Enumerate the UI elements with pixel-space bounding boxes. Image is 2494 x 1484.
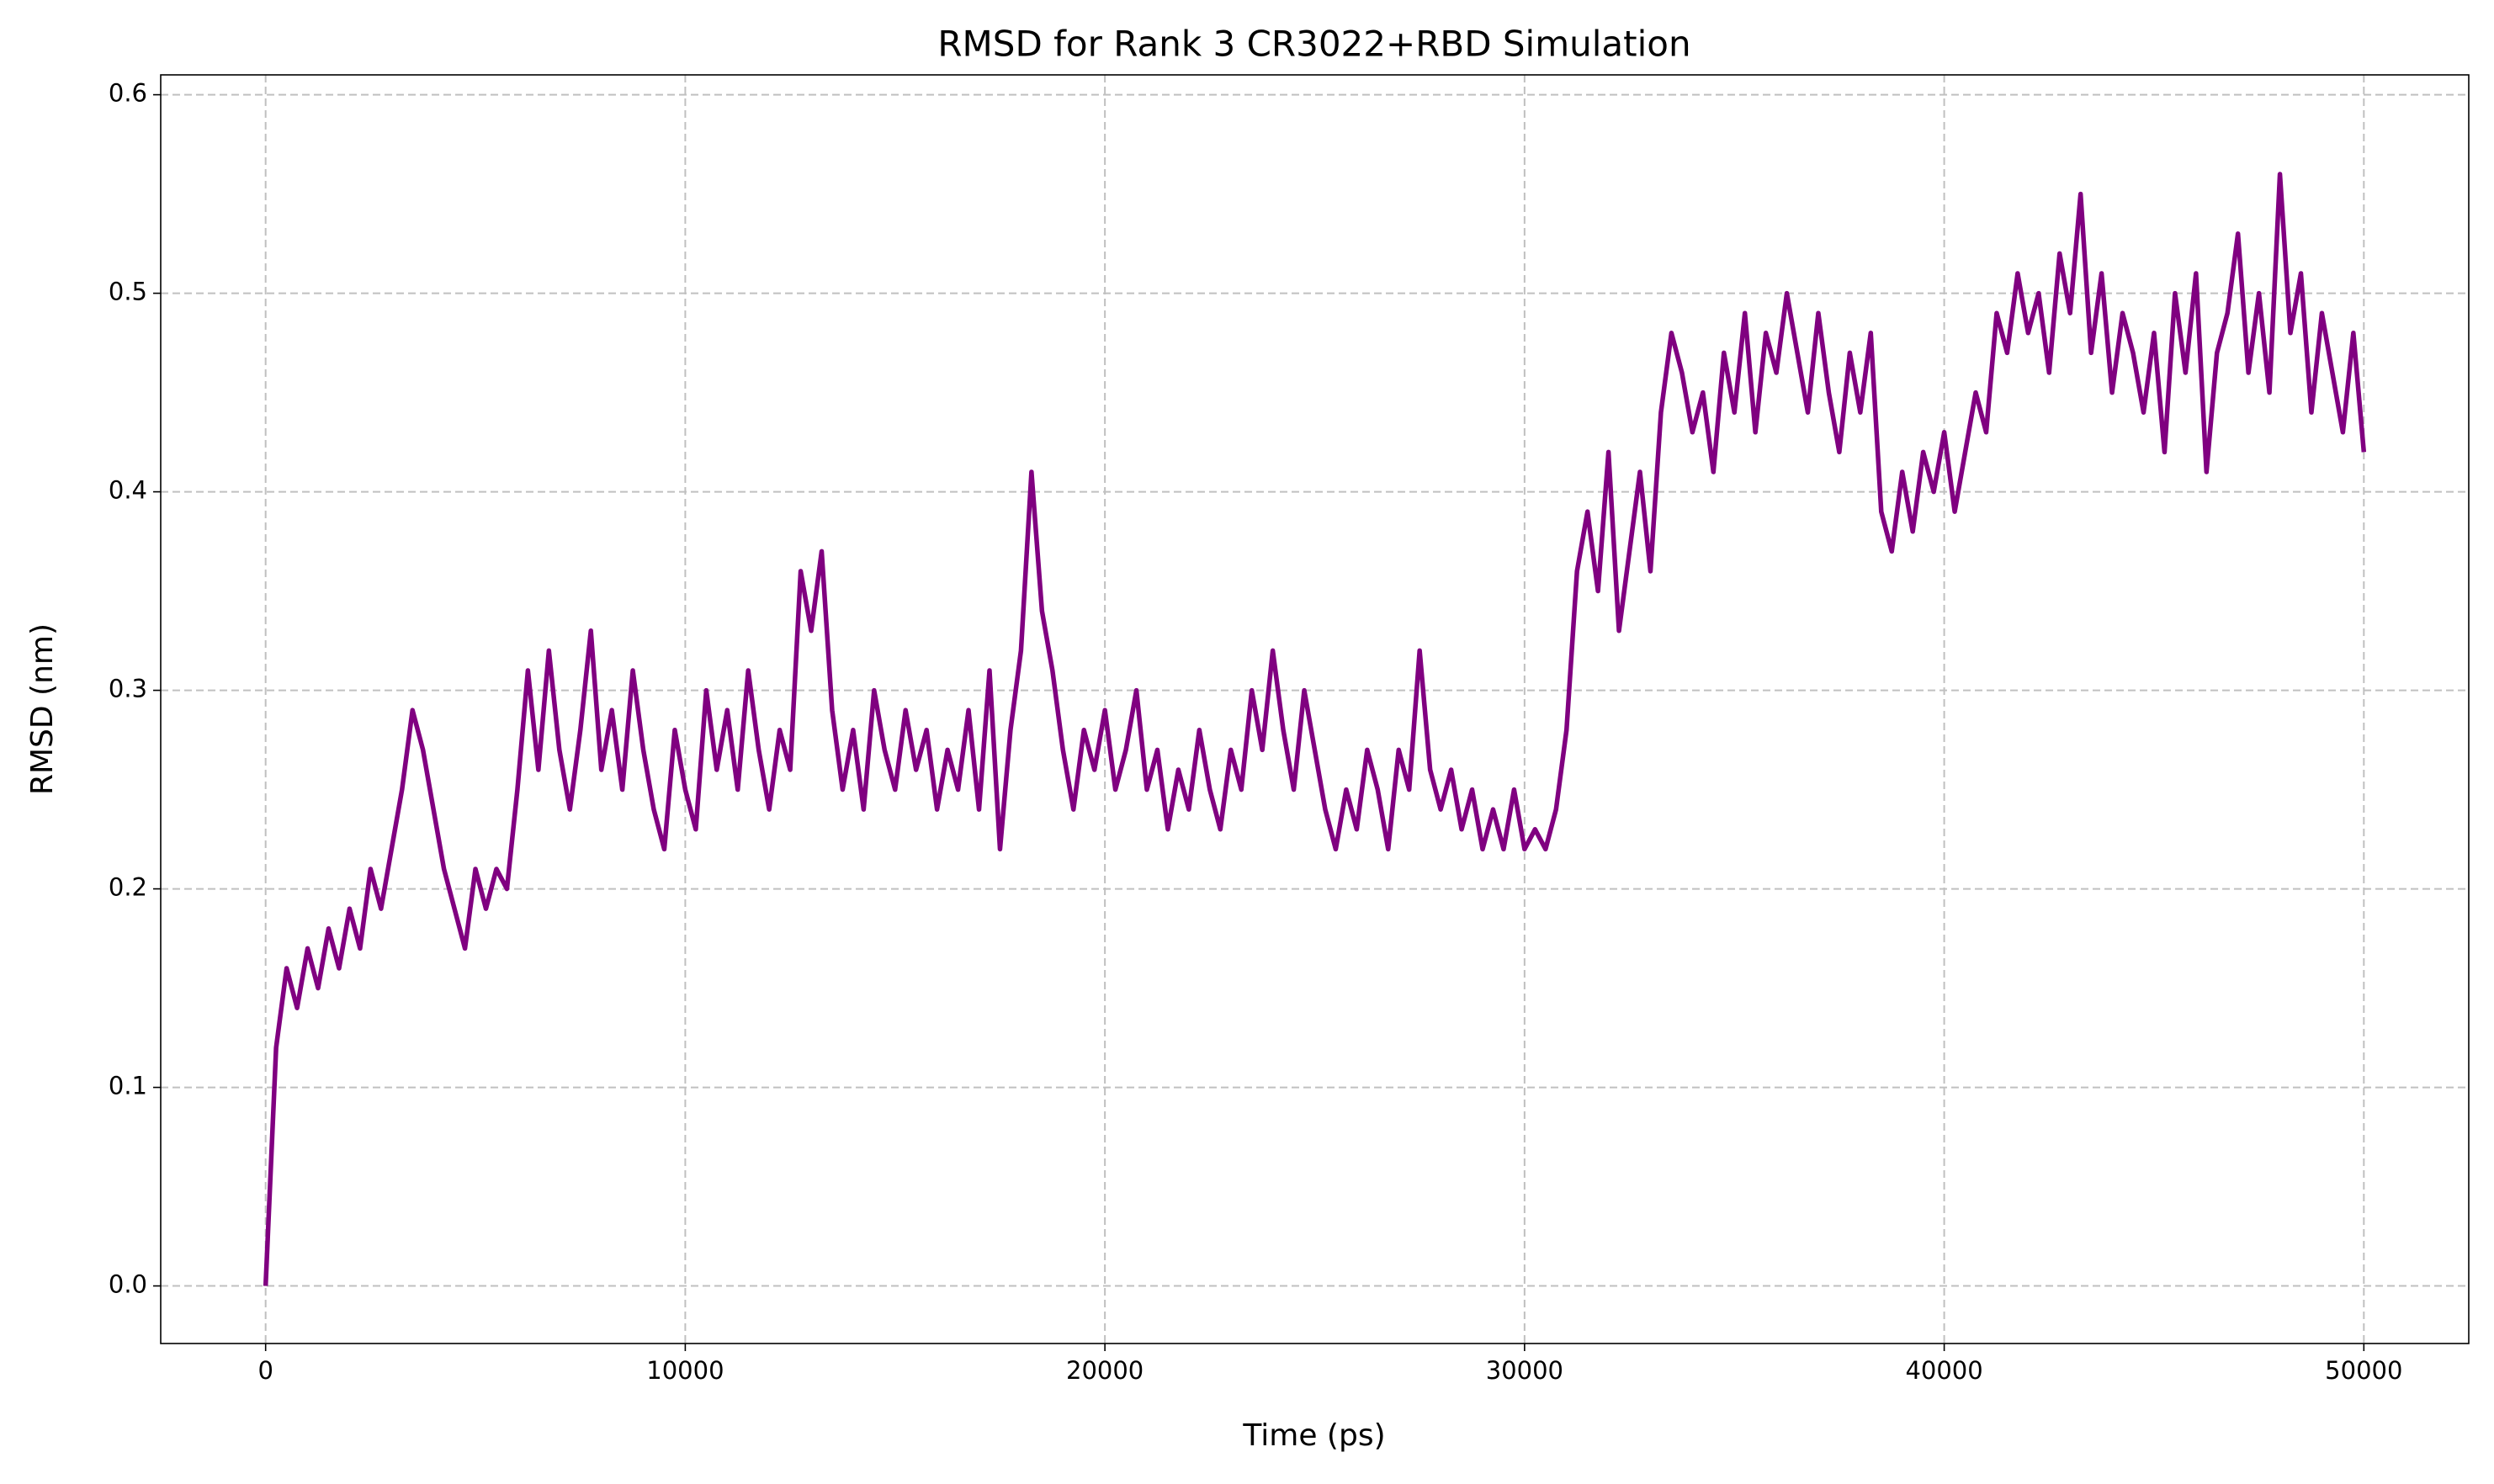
x-tick-label: 20000 [1066,1356,1144,1385]
y-tick-label: 0.6 [109,79,147,108]
chart-title: RMSD for Rank 3 CR3022+RBD Simulation [937,24,1690,65]
y-tick-label: 0.0 [109,1270,147,1299]
x-tick-label: 30000 [1486,1356,1563,1385]
y-tick-label: 0.5 [109,278,147,306]
y-axis-label: RMSD (nm) [25,623,60,795]
y-tick-label: 0.3 [109,675,147,703]
y-tick-label: 0.1 [109,1072,147,1100]
x-tick-label: 0 [257,1356,273,1385]
x-tick-label: 40000 [1905,1356,1982,1385]
x-axis-label: Time (ps) [1242,1418,1385,1453]
y-tick-label: 0.2 [109,873,147,902]
y-tick-label: 0.4 [109,476,147,505]
x-tick-label: 50000 [2325,1356,2402,1385]
x-tick-label: 10000 [646,1356,724,1385]
data-line [263,172,2367,1286]
plot-frame [160,74,2470,1344]
